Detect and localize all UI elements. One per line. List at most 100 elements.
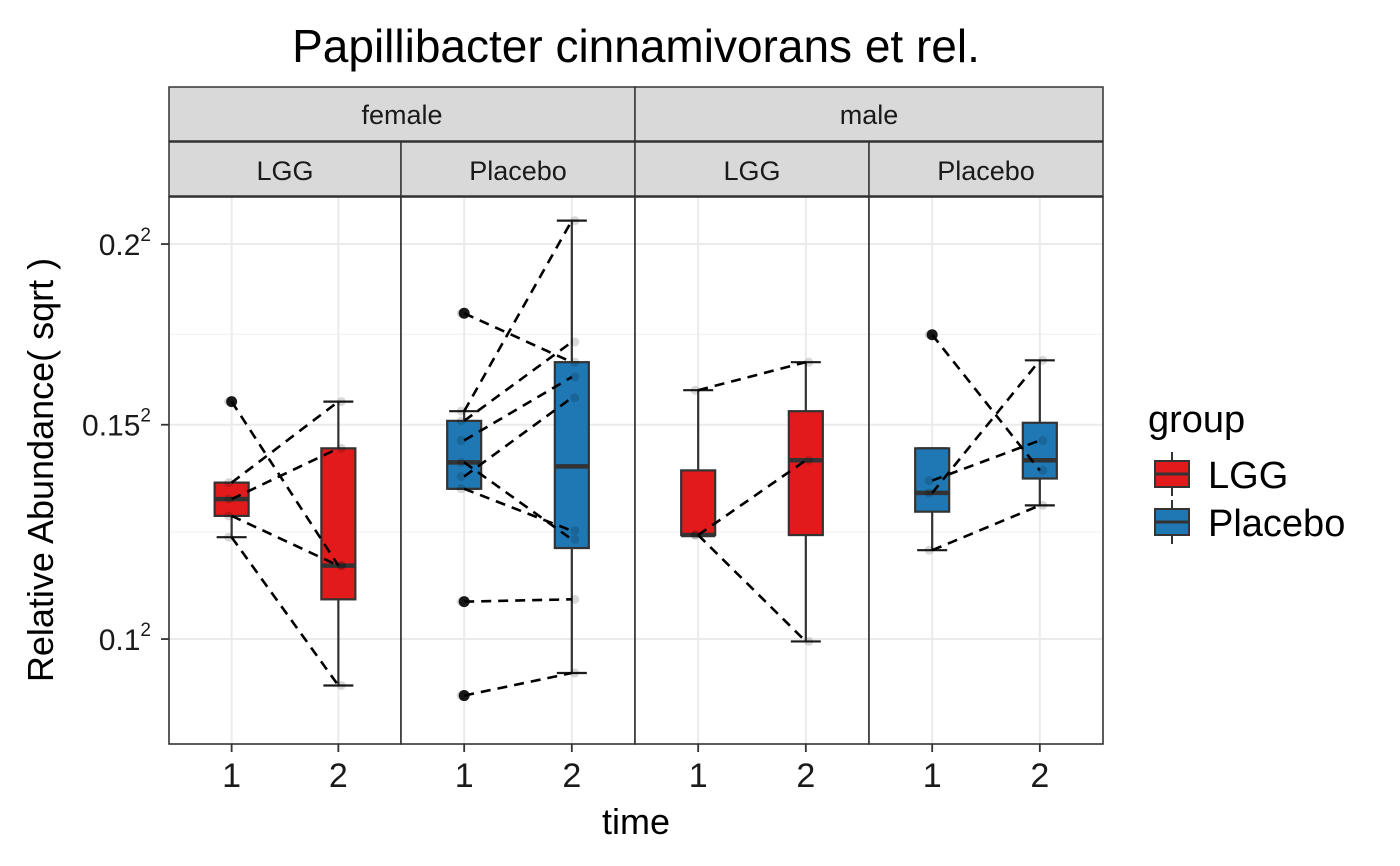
panel-female-placebo <box>400 196 636 745</box>
paired-line <box>697 534 807 643</box>
paired-line <box>463 340 573 422</box>
data-point <box>570 357 580 367</box>
paired-line <box>931 359 1041 494</box>
data-point <box>456 471 466 481</box>
data-point <box>570 534 580 544</box>
data-point <box>1038 500 1048 510</box>
paired-line <box>931 504 1041 552</box>
paired-line <box>463 375 573 442</box>
strip-label-female-lgg: LGG <box>256 156 313 186</box>
x-tick-label: 2 <box>796 757 815 795</box>
data-point <box>1038 435 1048 445</box>
data-point <box>456 406 466 416</box>
strip-label-male-lgg: LGG <box>723 156 780 186</box>
data-point <box>224 532 234 542</box>
paired-line <box>463 396 573 478</box>
x-axis-title: time <box>602 801 670 842</box>
strip-female-placebo: Placebo <box>400 141 636 197</box>
data-point <box>456 484 466 494</box>
data-point <box>336 443 346 453</box>
data-point <box>570 216 580 226</box>
legend-title: group <box>1148 399 1245 441</box>
panel-male-placebo <box>868 196 1104 745</box>
y-tick-label: 0.22 <box>99 225 151 262</box>
paired-line <box>231 514 339 567</box>
paired-line <box>230 536 340 687</box>
paired-line <box>463 671 573 697</box>
x-tick-label: 1 <box>689 757 708 795</box>
boxplot-time-2 <box>320 400 357 687</box>
data-point <box>1038 465 1048 475</box>
box <box>553 361 590 550</box>
paired-line <box>463 461 573 541</box>
legend-label-placebo: Placebo <box>1208 503 1345 545</box>
panel-female-lgg <box>168 196 402 745</box>
panel-background <box>869 197 1103 744</box>
data-point <box>804 636 814 646</box>
x-tick-label: 1 <box>923 757 942 795</box>
data-point <box>456 691 466 701</box>
data-point <box>1038 355 1048 365</box>
boxplot-time-2 <box>787 361 824 643</box>
strip-male-placebo: Placebo <box>868 141 1104 197</box>
data-point <box>570 526 580 536</box>
panel-background <box>169 197 401 744</box>
data-point <box>224 511 234 521</box>
paired-line <box>463 487 573 532</box>
paired-line <box>697 459 807 537</box>
x-tick-label: 2 <box>562 757 581 795</box>
data-point <box>690 530 700 540</box>
data-point <box>456 435 466 445</box>
panel-background <box>635 197 869 744</box>
paired-line <box>931 333 1041 472</box>
data-point <box>570 372 580 382</box>
strip-label-female: female <box>361 100 442 130</box>
panel-male-lgg <box>634 196 870 745</box>
data-point <box>570 393 580 403</box>
data-point <box>336 561 346 571</box>
data-point <box>570 594 580 604</box>
data-point <box>804 357 814 367</box>
paired-line <box>463 220 573 412</box>
y-axis-title: Relative Abundance( sqrt ) <box>20 258 61 682</box>
data-point <box>924 476 934 486</box>
y-tick-exponent: 2 <box>140 620 151 641</box>
paired-line <box>697 360 807 392</box>
data-point <box>336 680 346 690</box>
strip-male-lgg: LGG <box>634 141 870 197</box>
boxplot-time-2 <box>553 219 590 675</box>
x-tick-label: 2 <box>1030 757 1049 795</box>
data-point <box>456 308 466 318</box>
data-point <box>570 668 580 678</box>
paired-line <box>230 400 340 484</box>
box <box>787 410 824 537</box>
strip-male: male <box>634 86 1104 142</box>
data-point <box>224 478 234 488</box>
paired-line <box>931 439 1041 482</box>
strip-label-female-placebo: Placebo <box>469 156 567 186</box>
strip-female: female <box>168 86 636 142</box>
strip-label-male: male <box>840 100 899 130</box>
data-point <box>456 416 466 426</box>
box <box>320 447 357 601</box>
data-point <box>224 494 234 504</box>
box <box>446 419 483 490</box>
y-tick-exponent: 2 <box>140 225 151 246</box>
data-point <box>924 545 934 555</box>
panel-background <box>401 197 635 744</box>
legend-item-lgg: LGG <box>1154 452 1288 497</box>
strip-female-lgg: LGG <box>168 141 402 197</box>
data-point <box>224 397 234 407</box>
panel-border <box>868 196 1104 745</box>
data-point <box>924 330 934 340</box>
y-axis: 0.22 0.152 0.12 <box>82 225 169 657</box>
panels <box>168 196 1104 745</box>
paired-line <box>464 598 572 603</box>
data-point <box>456 597 466 607</box>
data-point <box>570 337 580 347</box>
legend: group LGG Placebo <box>1148 399 1345 545</box>
y-tick-label: 0.152 <box>82 406 151 443</box>
box <box>680 469 717 537</box>
data-point <box>804 455 814 465</box>
